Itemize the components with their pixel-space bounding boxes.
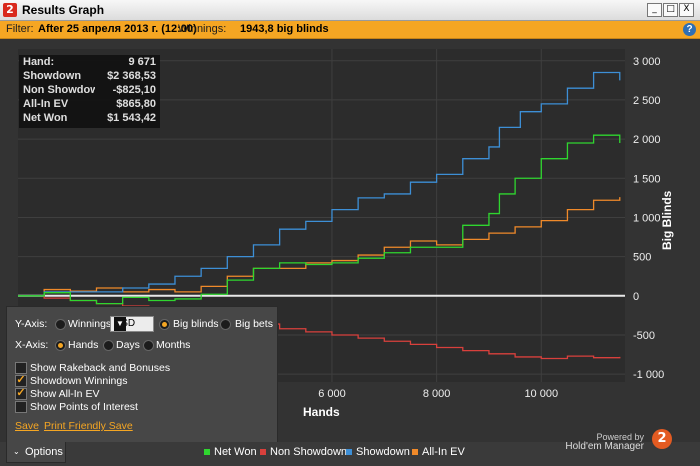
stat-label: Non Showdown: [23, 84, 95, 96]
options-panel: Y-Axis: Winnings USD▼ Big blinds Big bet…: [6, 306, 278, 443]
checkbox-showdown-label[interactable]: Showdown Winnings: [30, 375, 128, 387]
stat-row-showdown: Showdown $2 368,53: [19, 69, 160, 83]
options-button-label: Options: [25, 446, 63, 458]
y-tick-label: 500: [633, 252, 651, 264]
stat-label: Net Won: [23, 112, 68, 124]
app-logo-icon: 2: [3, 3, 17, 17]
filter-bar: Filter: After 25 апреля 2013 г. (12:00) …: [0, 21, 700, 39]
x-tick-label: 10 000: [524, 388, 558, 400]
radio-days[interactable]: [103, 340, 114, 351]
stat-label: All-In EV: [23, 98, 69, 110]
stat-row-all-in-ev: All-In EV $865,80: [19, 97, 160, 111]
radio-big-bets[interactable]: [220, 319, 231, 330]
filter-value[interactable]: After 25 апреля 2013 г. (12:00): [38, 23, 197, 35]
window-title: Results Graph: [22, 3, 105, 17]
series-line-showdown: [18, 71, 621, 297]
radio-winnings-label[interactable]: Winnings: [68, 318, 112, 330]
y-axis-label-option: Y-Axis:: [15, 318, 48, 330]
stat-row-hand: Hand: 9 671: [19, 55, 160, 69]
print-friendly-save-link[interactable]: Print Friendly Save: [44, 420, 133, 432]
close-button[interactable]: X: [679, 3, 694, 17]
winnings-label: Winnings:: [178, 23, 227, 35]
brand-name: Hold'em Manager: [565, 441, 644, 452]
stat-row-non-showdown: Non Showdown -$825,10: [19, 83, 160, 97]
radio-winnings[interactable]: [55, 319, 66, 330]
radio-big-blinds-label[interactable]: Big blinds: [173, 318, 219, 330]
stat-value: $2 368,53: [107, 70, 156, 82]
grid-lines: [18, 49, 625, 382]
bottom-bar: ⌄ Options Net Won Non Showdown Showdown …: [0, 429, 700, 466]
checkbox-showdown[interactable]: ✓: [15, 374, 27, 387]
series-lines: [18, 71, 621, 360]
radio-big-blinds[interactable]: [159, 319, 170, 330]
legend-swatch: [260, 449, 266, 456]
checkbox-points-of-interest[interactable]: [15, 401, 27, 413]
legend-showdown: Showdown: [346, 446, 410, 458]
winnings-value: 1943,8 big blinds: [240, 23, 329, 35]
stat-value: $865,80: [116, 98, 156, 110]
minimize-button[interactable]: _: [647, 3, 662, 17]
title-bar[interactable]: 2 Results Graph _ □ X: [0, 0, 700, 21]
currency-select[interactable]: USD▼: [110, 316, 154, 332]
radio-months-label[interactable]: Months: [156, 339, 191, 351]
y-tick-label: -1 000: [633, 369, 664, 381]
stats-panel: Hand: 9 671 Showdown $2 368,53 Non Showdow…: [19, 55, 160, 128]
stat-value: 9 671: [128, 56, 156, 68]
powered-by-text: Powered by Hold'em Manager: [565, 432, 644, 452]
help-icon[interactable]: ?: [683, 23, 696, 36]
holdem-manager-logo-icon: 2: [652, 429, 672, 449]
stat-label: Showdown: [23, 70, 82, 82]
y-tick-label: 2 000: [633, 134, 661, 146]
radio-hands[interactable]: [55, 340, 66, 351]
y-tick-label: 3 000: [633, 56, 661, 68]
checkbox-all-in-ev-label[interactable]: Show All-In EV: [30, 388, 100, 400]
legend-swatch: [412, 449, 418, 456]
stat-value: $1 543,42: [107, 112, 156, 124]
legend-swatch: [204, 449, 210, 456]
chevron-down-icon[interactable]: ▼: [114, 317, 126, 331]
radio-days-label[interactable]: Days: [116, 339, 140, 351]
legend-label: Non Showdown: [270, 446, 348, 458]
checkbox-rakeback[interactable]: [15, 362, 27, 374]
x-tick-label: 8 000: [423, 388, 451, 400]
series-line-non-showdown: [18, 295, 621, 360]
save-link[interactable]: Save: [15, 420, 39, 432]
y-tick-label: 0: [633, 291, 639, 303]
y-tick-label: 1 000: [633, 212, 661, 224]
x-axis-label: Hands: [303, 405, 340, 419]
stat-value: -$825,10: [112, 84, 156, 96]
powered-by-label: Powered by: [596, 432, 644, 442]
legend-all-in-ev: All-In EV: [412, 446, 465, 458]
legend-non-showdown: Non Showdown: [260, 446, 347, 458]
y-axis-ticks: 3 000 2 500 2 000 1 500 1 000 500 0 -500 -1 000: [633, 56, 664, 381]
filter-label: Filter:: [6, 23, 34, 35]
legend-swatch: [346, 449, 352, 456]
options-toggle-button[interactable]: ⌄ Options: [6, 442, 66, 463]
y-axis-label: Big Blinds: [660, 190, 674, 250]
stat-label: Hand:: [23, 56, 55, 68]
y-tick-label: 2 500: [633, 95, 661, 107]
radio-months[interactable]: [143, 340, 154, 351]
radio-hands-label[interactable]: Hands: [68, 339, 99, 351]
legend-net-won: Net Won: [204, 446, 257, 458]
y-tick-label: 1 500: [633, 173, 661, 185]
checkbox-all-in-ev[interactable]: ✓: [15, 387, 27, 400]
checkbox-rakeback-label[interactable]: Show Rakeback and Bonuses: [30, 362, 171, 374]
x-tick-label: 6 000: [318, 388, 346, 400]
radio-big-bets-label[interactable]: Big bets: [235, 318, 273, 330]
x-axis-ticks: 6 000 8 000 10 000: [318, 388, 558, 400]
legend-label: Showdown: [356, 446, 410, 458]
series-line-net-won: [18, 134, 621, 305]
legend-label: All-In EV: [422, 446, 465, 458]
checkbox-points-of-interest-label[interactable]: Show Points of Interest: [30, 401, 138, 413]
maximize-button[interactable]: □: [663, 3, 678, 17]
stat-row-net-won: Net Won $1 543,42: [19, 111, 160, 125]
x-axis-label-option: X-Axis:: [15, 339, 49, 351]
legend-label: Net Won: [214, 446, 257, 458]
y-tick-label: -500: [633, 330, 655, 342]
chevron-down-icon: ⌄: [13, 447, 20, 456]
